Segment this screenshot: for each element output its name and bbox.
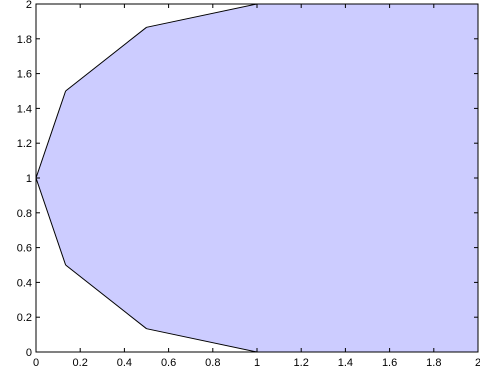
region-boundary-edge	[35, 90, 67, 179]
x-tick-label: 0.6	[161, 357, 176, 369]
x-tick-label: 0.8	[205, 357, 220, 369]
y-tick-label: 2	[26, 0, 32, 11]
region-boundary-edge	[146, 328, 258, 353]
region-boundary-edge	[146, 3, 258, 28]
x-tick-label: 1.8	[426, 357, 441, 369]
y-tick-label: 1.6	[17, 69, 32, 81]
y-tick-label: 0.8	[17, 208, 32, 220]
region-boundary-edge	[35, 177, 67, 266]
x-tick-label: 0	[33, 357, 39, 369]
x-tick-label: 2	[475, 357, 480, 369]
y-tick-label: 1.8	[17, 34, 32, 46]
x-tick-label: 1.6	[382, 357, 397, 369]
y-tick-label: 1.4	[17, 103, 32, 115]
x-tick-label: 1.2	[294, 357, 309, 369]
y-tick-label: 0.6	[17, 243, 32, 255]
x-tick-label: 1.4	[338, 357, 353, 369]
filled-region	[36, 4, 478, 352]
x-axis-ticks: 0 0.2 0.4 0.6 0.8 1 1.2 1.4 1.6 1.8 2	[33, 4, 480, 369]
x-tick-label: 0.2	[73, 357, 88, 369]
region-boundary-edge	[65, 264, 147, 330]
y-tick-label: 0.2	[17, 312, 32, 324]
y-axis-ticks: 0 0.2 0.4 0.6 0.8 1 1.2 1.4 1.6 1.8 2	[17, 0, 478, 359]
x-tick-label: 1	[254, 357, 260, 369]
y-tick-label: 0	[26, 347, 32, 359]
plot-area	[35, 3, 478, 353]
region-boundary-edge	[65, 26, 147, 92]
x-tick-label: 0.4	[117, 357, 132, 369]
y-tick-label: 1.2	[17, 138, 32, 150]
y-tick-label: 0.4	[17, 277, 32, 289]
y-tick-label: 1	[26, 173, 32, 185]
